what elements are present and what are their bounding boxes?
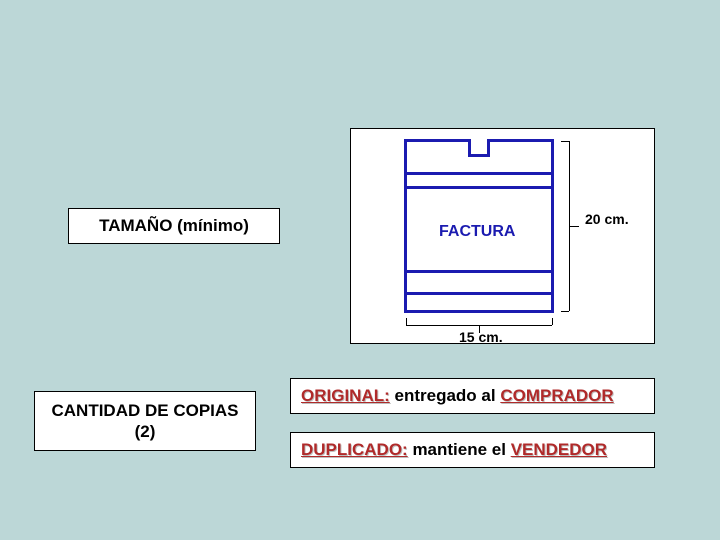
height-label: 20 cm. [585, 211, 629, 227]
invoice-panel: FACTURA 20 cm. 15 cm. [350, 128, 655, 344]
duplicate-box: DUPLICADO: mantiene el VENDEDOR [290, 432, 655, 468]
copies-label-line2: (2) [51, 421, 238, 442]
invoice-tab [468, 139, 490, 157]
width-bracket-cap-right [552, 318, 553, 325]
copies-label-box: CANTIDAD DE COPIAS (2) [34, 391, 256, 451]
duplicate-key: DUPLICADO: [301, 440, 408, 459]
original-who: COMPRADOR [500, 386, 613, 405]
duplicate-mid: mantiene el [408, 440, 511, 459]
invoice-title: FACTURA [439, 223, 515, 241]
height-bracket-cap-top [561, 141, 569, 142]
size-label-box: TAMAÑO (mínimo) [68, 208, 280, 244]
original-text: ORIGINAL: entregado al COMPRADOR [301, 386, 614, 406]
invoice-divider-bottom [407, 292, 551, 295]
height-bracket-cap-bottom [561, 311, 569, 312]
copies-label-line1: CANTIDAD DE COPIAS [51, 400, 238, 421]
duplicate-text: DUPLICADO: mantiene el VENDEDOR [301, 440, 607, 460]
original-box: ORIGINAL: entregado al COMPRADOR [290, 378, 655, 414]
invoice-divider-top [407, 172, 551, 175]
size-label-text: TAMAÑO (mínimo) [99, 215, 249, 236]
invoice-divider-lower [407, 270, 551, 273]
original-key: ORIGINAL: [301, 386, 390, 405]
duplicate-who: VENDEDOR [511, 440, 607, 459]
height-bracket-tick [569, 226, 579, 227]
original-mid: entregado al [390, 386, 501, 405]
invoice-divider-upper [407, 186, 551, 189]
copies-label-content: CANTIDAD DE COPIAS (2) [51, 400, 238, 443]
width-bracket-cap-left [406, 318, 407, 325]
width-label: 15 cm. [459, 329, 503, 345]
